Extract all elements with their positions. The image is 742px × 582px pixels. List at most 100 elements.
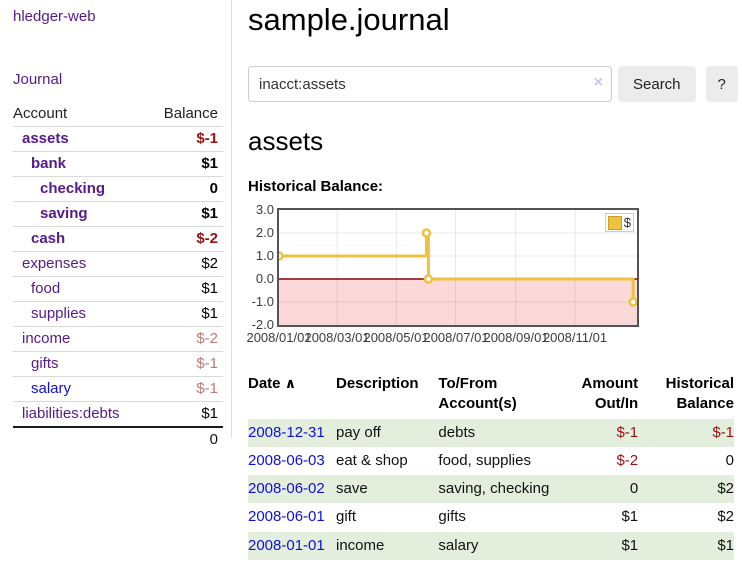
account-link-assets[interactable]: assets xyxy=(22,130,69,147)
transaction-date-link[interactable]: 2008-06-02 xyxy=(248,480,325,497)
search-button[interactable]: Search xyxy=(618,66,696,102)
register-accounts-cell: saving, checking xyxy=(438,480,550,497)
search-wrap: × xyxy=(248,66,612,102)
account-balance: $1 xyxy=(147,301,223,327)
account-balance: $1 xyxy=(147,201,223,227)
register-date-cell: 2008-06-03 xyxy=(248,447,336,475)
register-header-amount: Amount Out/In xyxy=(581,375,639,413)
account-link-income[interactable]: income xyxy=(22,330,71,347)
search-row: × Search ? xyxy=(248,66,738,102)
account-name-cell: expenses xyxy=(13,251,148,277)
register-row: 2008-06-01 gift gifts $1 $2 xyxy=(248,503,734,531)
register-header-accounts: To/From Account(s) xyxy=(438,375,517,413)
register-row: 2008-12-31 pay off debts $-1 $-1 xyxy=(248,418,734,447)
chart-xtick-label: 2008/05/01 xyxy=(363,330,429,345)
register-header-balance: Historical Balance xyxy=(665,375,734,413)
account-link-supplies[interactable]: supplies xyxy=(31,305,87,322)
register-description-cell: pay off xyxy=(336,423,381,441)
account-balance: 0 xyxy=(147,176,223,202)
chart-ytick-label: 1.0 xyxy=(255,248,274,263)
chart-xtick-label: 2008/01/01 xyxy=(246,330,312,345)
sidebar-item-journal[interactable]: Journal xyxy=(13,71,63,88)
accounts-total-row: 0 xyxy=(13,426,223,452)
register-balance-cell: $2 xyxy=(717,480,734,497)
register-amount-cell: $1 xyxy=(621,508,639,526)
account-row: checking 0 xyxy=(13,176,223,202)
chart-ytick-label: 3.0 xyxy=(255,202,274,217)
account-link-saving[interactable]: saving xyxy=(40,205,88,222)
chart-series-svg xyxy=(279,210,637,325)
register-accounts-cell: debts xyxy=(438,423,476,441)
register-header-description: Description xyxy=(336,375,419,392)
account-row: liabilities:debts $1 xyxy=(13,401,223,427)
account-balance: $-1 xyxy=(147,126,223,152)
account-balance: $-1 xyxy=(147,376,223,402)
chart-xtick-label: 2008/03/01 xyxy=(304,330,370,345)
register-amount-cell: $-1 xyxy=(616,423,639,441)
account-name-cell: assets xyxy=(13,126,148,152)
account-balance: $-2 xyxy=(147,226,223,252)
register-description-cell: income xyxy=(336,536,385,554)
account-balance: $1 xyxy=(147,151,223,177)
register-accounts-cell: gifts xyxy=(438,508,466,526)
account-row: saving $1 xyxy=(13,201,223,227)
account-row: bank $1 xyxy=(13,151,223,177)
account-link-salary[interactable]: salary xyxy=(31,380,72,397)
register-table: Date ∧ Description To/From Account(s) Am… xyxy=(248,372,734,560)
register-description-cell: gift xyxy=(336,508,357,526)
register-date-cell: 2008-06-02 xyxy=(248,475,336,503)
account-name-cell: gifts xyxy=(13,351,148,377)
chart-ytick-label: 0.0 xyxy=(255,271,274,286)
transaction-date-link[interactable]: 2008-06-01 xyxy=(248,508,325,526)
register-amount-cell: $-2 xyxy=(616,451,639,469)
app-title-link[interactable]: hledger-web xyxy=(13,8,96,25)
chart-plot-area: $ xyxy=(277,208,639,327)
account-link-food[interactable]: food xyxy=(31,280,61,297)
register-balance-cell: $2 xyxy=(717,508,734,526)
account-balance: $1 xyxy=(147,276,223,302)
register-balance-cell: $1 xyxy=(717,536,734,554)
register-header-date[interactable]: Date ∧ xyxy=(248,375,297,392)
account-row: assets $-1 xyxy=(13,126,223,152)
register-accounts-cell: salary xyxy=(438,536,479,554)
chart-ytick-label: -1.0 xyxy=(251,294,274,309)
register-amount-cell: $1 xyxy=(621,536,639,554)
chart-xaxis: 2008/01/01 2008/03/01 2008/05/01 2008/07/01… xyxy=(246,330,639,346)
register-row: 2008-06-02 save saving, checking 0 $2 xyxy=(248,475,734,504)
account-row: salary $-1 xyxy=(13,376,223,402)
clear-search-icon[interactable]: × xyxy=(593,74,603,91)
account-link-checking[interactable]: checking xyxy=(40,180,106,197)
chart-ytick-label: 2.0 xyxy=(255,225,274,240)
account-link-expenses[interactable]: expenses xyxy=(22,255,87,272)
account-balance: $-2 xyxy=(147,326,223,352)
chart-xtick-label: 2008/07/01 xyxy=(423,330,489,345)
register-row: 2008-06-03 eat & shop food, supplies $-2 0 xyxy=(248,447,734,475)
register-header-row: Date ∧ Description To/From Account(s) Am… xyxy=(248,372,734,419)
transaction-date-link[interactable]: 2008-12-31 xyxy=(248,423,325,441)
account-row: cash $-2 xyxy=(13,226,223,252)
accounts-total-value: 0 xyxy=(147,426,223,452)
transaction-date-link[interactable]: 2008-01-01 xyxy=(248,536,325,554)
help-button[interactable]: ? xyxy=(705,66,738,102)
account-link-liabilities-debts[interactable]: liabilities:debts xyxy=(22,405,120,422)
account-row: income $-2 xyxy=(13,326,223,352)
register-date-cell: 2008-06-01 xyxy=(248,503,336,531)
account-name-cell: salary xyxy=(13,376,148,402)
account-link-bank[interactable]: bank xyxy=(31,155,67,172)
register-amount-cell: 0 xyxy=(629,480,639,497)
register-date-cell: 2008-01-01 xyxy=(248,532,336,560)
historical-balance-chart: 3.0 2.0 1.0 0.0 -1.0 -2.0 $ 2008/01/01 2008/03… xyxy=(246,203,734,348)
account-link-cash[interactable]: cash xyxy=(31,230,66,247)
search-input[interactable] xyxy=(248,66,612,102)
register-balance-cell: 0 xyxy=(725,451,734,469)
accounts-total-spacer xyxy=(13,426,148,452)
account-row: food $1 xyxy=(13,276,223,302)
transaction-date-link[interactable]: 2008-06-03 xyxy=(248,451,325,469)
account-heading: assets xyxy=(248,126,324,156)
account-name-cell: food xyxy=(13,276,148,302)
register-accounts-cell: food, supplies xyxy=(438,451,531,469)
account-link-gifts[interactable]: gifts xyxy=(31,355,59,372)
account-row: gifts $-1 xyxy=(13,351,223,377)
account-balance: $1 xyxy=(147,401,223,427)
account-name-cell: income xyxy=(13,326,148,352)
